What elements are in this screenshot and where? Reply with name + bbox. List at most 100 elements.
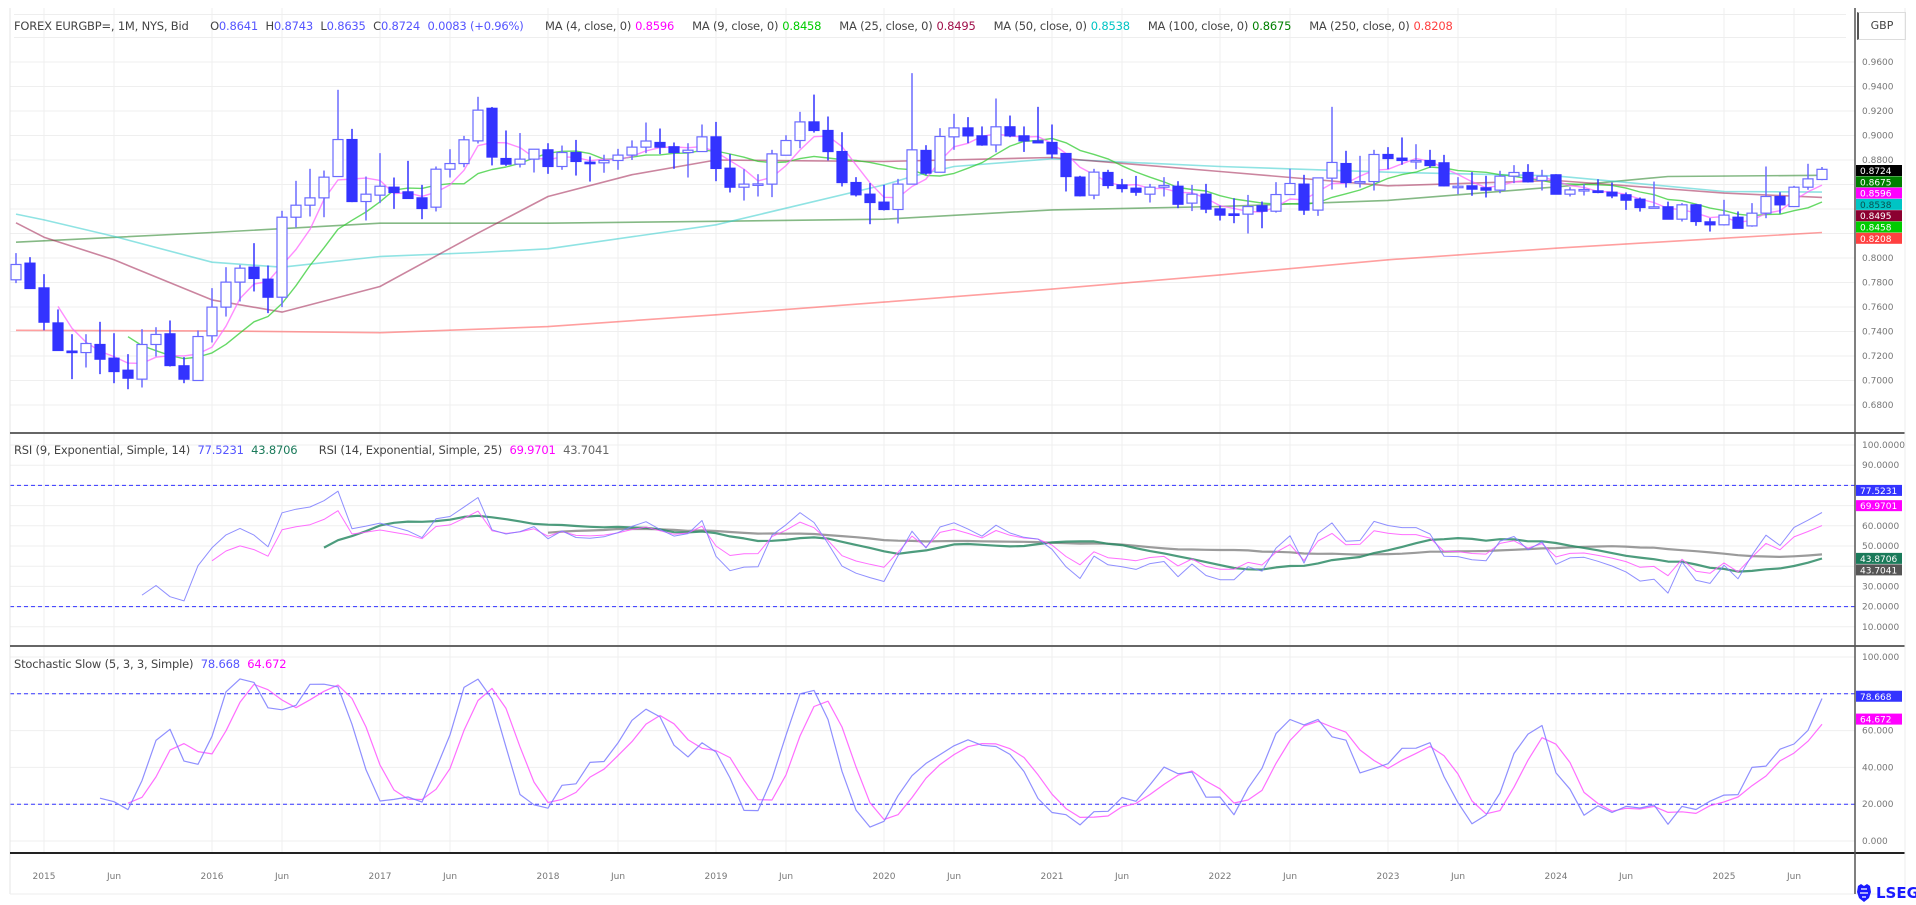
candle-body bbox=[1620, 194, 1632, 201]
candle-body bbox=[122, 369, 134, 379]
candle-body bbox=[934, 135, 946, 173]
candle-body bbox=[878, 201, 890, 211]
ma-legend-label: MA (50, close, 0) bbox=[993, 19, 1087, 33]
value-badge-text: 69.9701 bbox=[1860, 502, 1897, 512]
candle-body bbox=[640, 140, 652, 148]
ma-legend-value: 0.8596 bbox=[635, 19, 675, 33]
candle-body bbox=[1382, 153, 1394, 160]
candle-body bbox=[1396, 157, 1408, 162]
candle-body bbox=[542, 149, 554, 168]
candle-body bbox=[1256, 205, 1268, 212]
lseg-logo: LSEG bbox=[1856, 884, 1916, 902]
candle-body bbox=[682, 149, 694, 154]
x-tick-label: Jun bbox=[1282, 872, 1297, 882]
candle-body bbox=[1522, 171, 1534, 183]
candle-body bbox=[192, 335, 204, 382]
close-label: C bbox=[373, 19, 381, 33]
candle-body bbox=[836, 150, 848, 184]
price-tick-label: 0.7400 bbox=[1862, 328, 1894, 338]
candle-body bbox=[444, 162, 456, 170]
rsi14-line bbox=[211, 510, 1823, 577]
candle-body bbox=[1298, 183, 1310, 211]
currency-label[interactable]: GBP bbox=[1857, 12, 1906, 40]
x-tick-label: Jun bbox=[778, 872, 793, 882]
candle-body bbox=[1634, 198, 1646, 209]
high-value: 0.8743 bbox=[273, 19, 313, 33]
candlesticks bbox=[10, 73, 1828, 390]
candle-body bbox=[612, 154, 624, 162]
price-tick-label: 0.9400 bbox=[1862, 83, 1894, 93]
value-badge-text: 43.8706 bbox=[1860, 555, 1897, 565]
candle-body bbox=[1438, 162, 1450, 187]
candle-body bbox=[598, 159, 610, 164]
value-badge bbox=[1856, 713, 1902, 725]
candle-body bbox=[1578, 188, 1590, 192]
ma-legend-label: MA (100, close, 0) bbox=[1147, 19, 1249, 33]
price-tick-label: 0.9600 bbox=[1862, 58, 1894, 68]
candle-body bbox=[486, 107, 498, 158]
candle-body bbox=[206, 306, 218, 337]
stochastic-d-value: 64.672 bbox=[247, 657, 287, 671]
value-badge bbox=[1856, 232, 1902, 244]
x-tick-label: Jun bbox=[946, 872, 961, 882]
candle-body bbox=[1284, 182, 1296, 196]
candle-body bbox=[1508, 171, 1520, 177]
x-tick-label: 2023 bbox=[1377, 872, 1400, 882]
rsi-legend: RSI (9, Exponential, Simple, 14) 77.5231… bbox=[14, 443, 613, 457]
candle-body bbox=[1032, 140, 1044, 144]
ma100-line bbox=[15, 174, 1823, 243]
candle-body bbox=[1480, 187, 1492, 191]
candle-body bbox=[1340, 162, 1352, 184]
candle-body bbox=[850, 181, 862, 196]
candle-body bbox=[1760, 195, 1772, 214]
low-value: 0.8635 bbox=[326, 19, 366, 33]
ma-legend-label: MA (9, close, 0) bbox=[692, 19, 779, 33]
value-badge bbox=[1856, 690, 1902, 702]
ma-legend-label: MA (25, close, 0) bbox=[839, 19, 933, 33]
candle-body bbox=[1676, 204, 1688, 220]
x-tick-label: 2015 bbox=[33, 872, 56, 882]
stochastic-legend: Stochastic Slow (5, 3, 3, Simple) 78.668… bbox=[14, 657, 290, 671]
candle-body bbox=[1550, 174, 1562, 195]
candle-body bbox=[976, 135, 988, 146]
rsi9-ma-line bbox=[323, 514, 1823, 573]
candle-body bbox=[1074, 176, 1086, 197]
x-tick-label: Jun bbox=[442, 872, 457, 882]
price-tick-label: 0.7200 bbox=[1862, 352, 1894, 362]
candle-body bbox=[1466, 185, 1478, 190]
candle-body bbox=[1046, 141, 1058, 155]
candle-body bbox=[668, 146, 680, 154]
candle-body bbox=[1088, 171, 1100, 196]
x-tick-label: 2025 bbox=[1713, 872, 1736, 882]
stochastic-tick-label: 40.000 bbox=[1862, 763, 1894, 773]
candle-body bbox=[276, 216, 288, 298]
rsi-tick-label: 100.0000 bbox=[1862, 441, 1905, 451]
candle-body bbox=[710, 136, 722, 170]
value-badge-text: 43.7041 bbox=[1860, 566, 1897, 576]
gridlines bbox=[10, 8, 1855, 853]
candle-body bbox=[1200, 193, 1212, 210]
candle-body bbox=[584, 161, 596, 165]
stochastic-tick-label: 100.000 bbox=[1862, 653, 1899, 663]
candle-body bbox=[948, 127, 960, 138]
candle-body bbox=[892, 183, 904, 211]
axes: 0.9600 0.9400 0.9200 0.9000 0.8800 0.8000 0.78… bbox=[33, 58, 1906, 882]
candle-body bbox=[1704, 221, 1716, 226]
candle-body bbox=[1004, 126, 1016, 137]
rsi14-ma-line bbox=[547, 527, 1823, 559]
value-badge-text: 0.8538 bbox=[1860, 201, 1892, 211]
value-badge bbox=[1856, 210, 1902, 222]
open-label: O bbox=[210, 19, 219, 33]
candle-body bbox=[1690, 204, 1702, 223]
candle-body bbox=[1144, 186, 1156, 195]
value-badge-text: 0.8596 bbox=[1860, 190, 1892, 200]
x-tick-label: Jun bbox=[274, 872, 289, 882]
price-tick-label: 0.7800 bbox=[1862, 279, 1894, 289]
x-tick-label: Jun bbox=[1114, 872, 1129, 882]
candle-body bbox=[472, 109, 484, 142]
candle-body bbox=[136, 343, 148, 380]
candle-body bbox=[570, 151, 582, 163]
rsi2-value: 69.9701 bbox=[509, 443, 556, 457]
candle-body bbox=[1326, 161, 1338, 179]
